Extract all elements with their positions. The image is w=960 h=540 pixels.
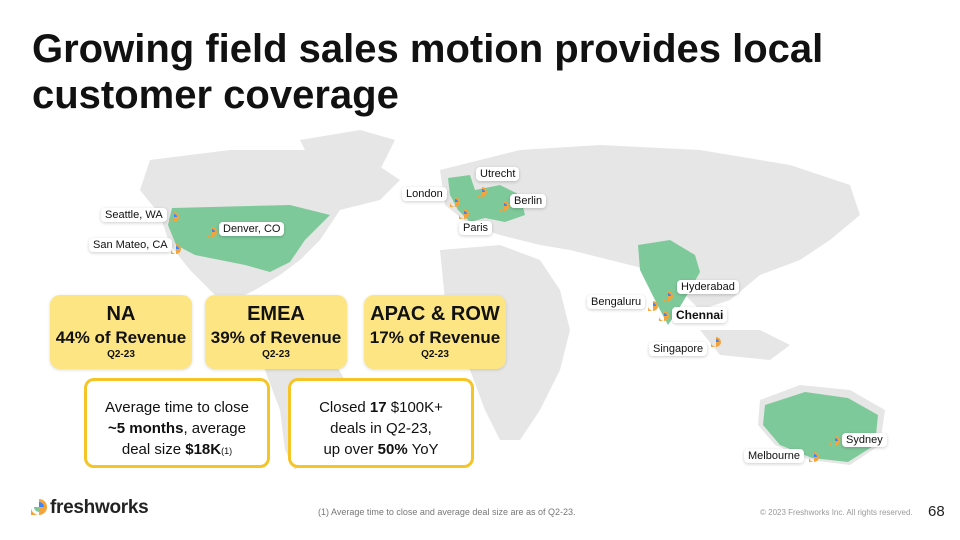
region-revenue: 17% of Revenue <box>369 328 501 347</box>
region-name: NA <box>106 303 136 325</box>
stat-line: up over 50% YoY <box>291 439 471 460</box>
stat-line: Closed 17 $100K+ <box>291 397 471 418</box>
freshworks-logo-icon <box>31 499 47 515</box>
page-number: 68 <box>928 503 945 520</box>
region-quarter: Q2-23 <box>262 349 290 360</box>
city-label-denver: Denver, CO <box>219 222 285 236</box>
city-label-paris: Paris <box>459 221 493 235</box>
freshworks-pin-icon <box>659 311 669 321</box>
city-label-london: London <box>402 187 447 201</box>
stat-text: up over <box>323 441 378 458</box>
freshworks-pin-icon <box>171 244 181 254</box>
stat-line: Average time to close <box>105 399 249 416</box>
region-name: EMEA <box>247 303 305 325</box>
stat-line: deal size $18K(1) <box>87 439 267 462</box>
freshworks-pin-icon <box>207 227 217 237</box>
city-label-chennai: Chennai <box>672 307 728 323</box>
freshworks-pin-icon <box>663 291 673 301</box>
usa-shape <box>168 205 330 272</box>
city-label-singapore: Singapore <box>649 342 708 356</box>
footnote: (1) Average time to close and average de… <box>318 507 576 517</box>
freshworks-pin-icon <box>169 212 179 222</box>
stat-highlight: 50% <box>377 441 408 458</box>
city-label-seattle: Seattle, WA <box>101 208 167 222</box>
india-shape <box>638 240 700 325</box>
region-card-emea: EMEA 39% of Revenue Q2-23 <box>205 295 347 369</box>
region-quarter: Q2-23 <box>107 349 135 360</box>
city-label-sydney: Sydney <box>842 433 887 447</box>
city-label-hyderabad: Hyderabad <box>677 280 739 294</box>
city-label-bengaluru: Bengaluru <box>587 295 646 309</box>
freshworks-pin-icon <box>809 452 819 462</box>
region-quarter: Q2-23 <box>421 349 449 360</box>
region-revenue: 44% of Revenue <box>55 328 187 347</box>
freshworks-pin-icon <box>459 209 469 219</box>
region-card-apac: APAC & ROW 17% of Revenue Q2-23 <box>364 295 506 369</box>
slide-title: Growing field sales motion provides loca… <box>32 27 824 117</box>
freshworks-pin-icon <box>648 301 658 311</box>
stat-text: deal size <box>121 441 186 458</box>
region-card-na: NA 44% of Revenue Q2-23 <box>50 295 192 369</box>
freshworks-pin-icon <box>450 197 460 207</box>
stat-highlight: $18K <box>185 441 222 458</box>
stat-card-time-to-close: Average time to close ~5 months, average… <box>84 378 270 468</box>
stat-highlight: ~5 months <box>108 420 184 437</box>
stat-line: ~5 months, average <box>87 418 267 439</box>
copyright: © 2023 Freshworks Inc. All rights reserv… <box>760 508 913 517</box>
stat-text: YoY <box>407 441 439 458</box>
stat-highlight: 17 <box>369 399 387 416</box>
footnote-ref: (1) <box>221 446 233 456</box>
stat-text: , average <box>183 420 246 437</box>
stat-text: $100K+ <box>386 399 443 416</box>
city-label-utrecht: Utrecht <box>476 167 520 181</box>
freshworks-pin-icon <box>499 201 509 211</box>
freshworks-pin-icon <box>477 187 487 197</box>
freshworks-pin-icon <box>711 337 721 347</box>
logo-wordmark: freshworks <box>50 497 149 518</box>
city-label-melbourne: Melbourne <box>744 449 804 463</box>
stat-card-closed-deals: Closed 17 $100K+ deals in Q2-23, up over… <box>288 378 474 468</box>
stat-line: deals in Q2-23, <box>330 420 432 437</box>
city-label-berlin: Berlin <box>510 194 547 208</box>
stat-text: Closed <box>319 399 370 416</box>
freshworks-pin-icon <box>830 436 840 446</box>
city-label-san-mateo: San Mateo, CA <box>89 238 172 252</box>
region-name: APAC & ROW <box>370 303 500 325</box>
region-revenue: 39% of Revenue <box>210 328 342 347</box>
